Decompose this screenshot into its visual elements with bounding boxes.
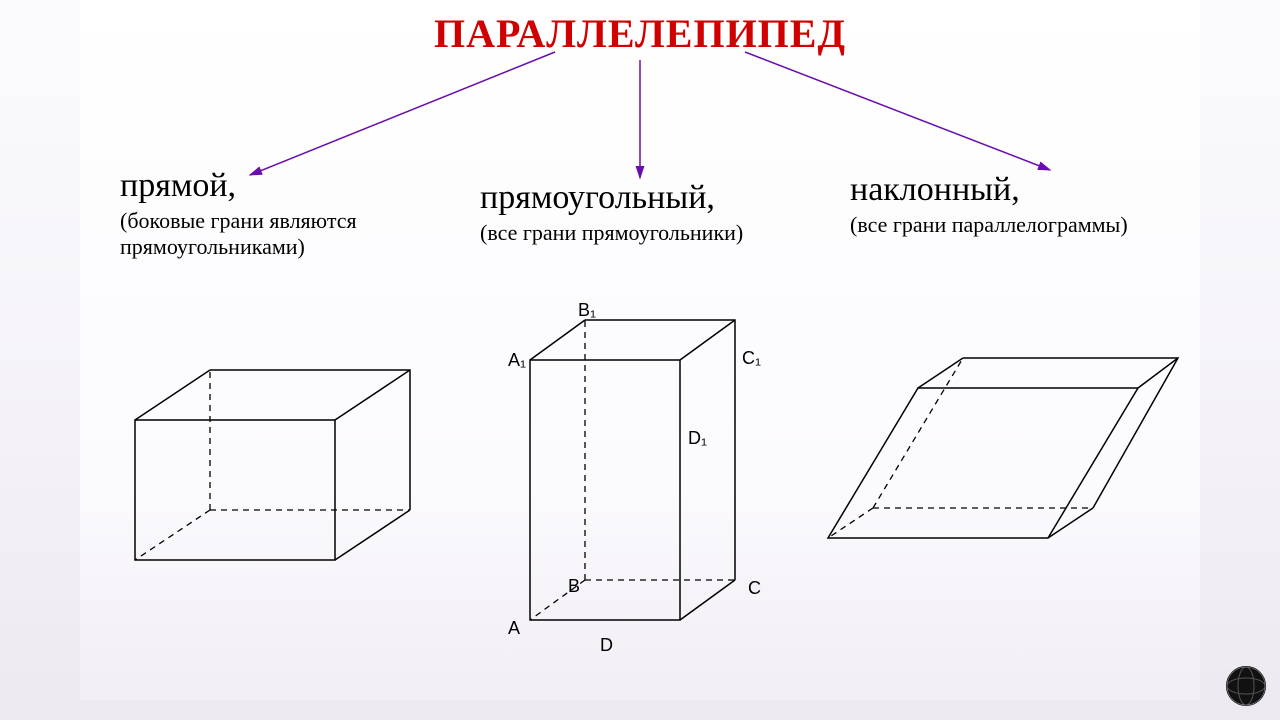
type-right-name: прямой,	[120, 168, 440, 204]
type-right-label: прямой, (боковые грани являются прямоуго…	[120, 168, 440, 260]
vertex-D: D	[600, 635, 613, 656]
diagram-oblique	[800, 330, 1180, 590]
diagram-canvas: ПАРАЛЛЕЛЕПИПЕД прямой, (боковые грани яв…	[80, 0, 1200, 700]
vertex-B: B	[568, 576, 580, 597]
vertex-C1: C₁	[742, 348, 761, 369]
vertex-D1: D₁	[688, 428, 707, 449]
diagram-right	[95, 340, 425, 590]
type-rectangular-name: прямоугольный,	[480, 180, 743, 216]
vertex-A: A	[508, 618, 520, 639]
type-oblique-desc: (все грани параллелограммы)	[850, 212, 1128, 238]
type-rectangular-label: прямоугольный, (все грани прямоугольники…	[480, 180, 743, 246]
type-rectangular-desc: (все грани прямоугольники)	[480, 220, 743, 246]
vertex-A1: A₁	[508, 350, 526, 371]
vertex-B1: B₁	[578, 300, 596, 321]
globe-icon	[1224, 664, 1268, 708]
type-oblique-label: наклонный, (все грани параллелограммы)	[850, 172, 1128, 238]
vertex-C: C	[748, 578, 761, 599]
type-right-desc: (боковые грани являются прямоугольниками…	[120, 208, 440, 261]
type-oblique-name: наклонный,	[850, 172, 1128, 208]
